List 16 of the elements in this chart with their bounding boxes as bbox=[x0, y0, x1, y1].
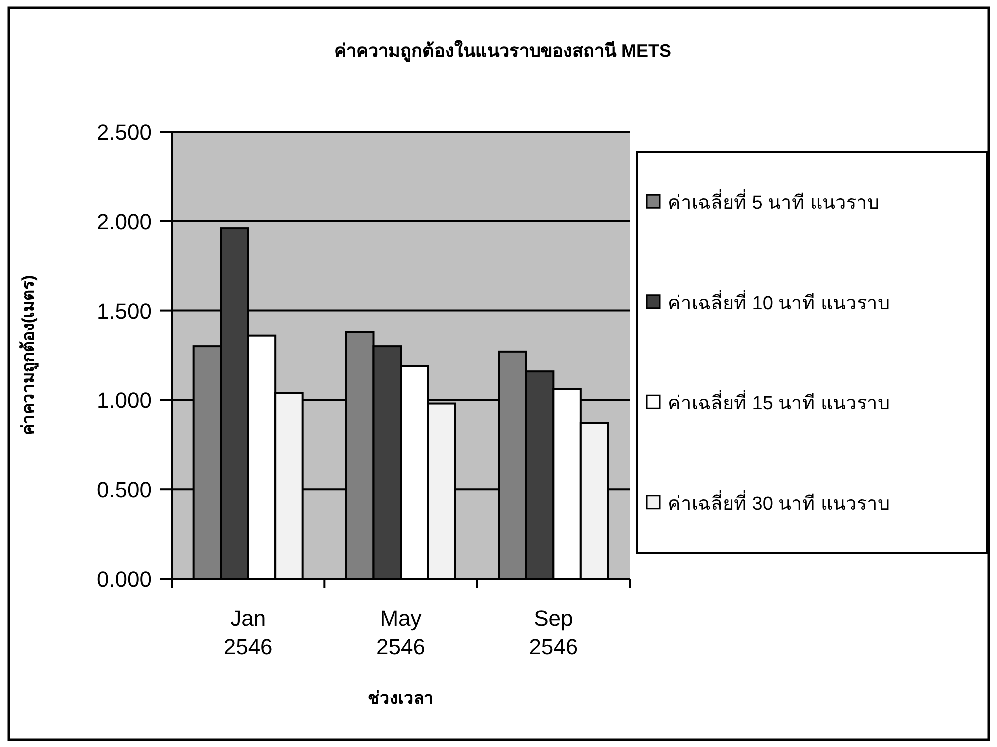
y-tick-label: 0.000 bbox=[96, 567, 152, 592]
y-tick-label: 1.500 bbox=[96, 298, 152, 324]
y-tick-label: 2.000 bbox=[96, 209, 152, 234]
y-tick-label: 2.500 bbox=[96, 120, 152, 145]
legend-label: ค่าเฉลี่ยที่ 5 นาที แนวราบ bbox=[668, 189, 880, 214]
y-axis-title: ค่าความถูกต้อง(เมตร) bbox=[19, 275, 40, 436]
x-tick-label: Sep 2546 bbox=[529, 606, 578, 660]
chart-title: ค่าความถูกต้องในแนวราบของสถานี METS bbox=[334, 40, 672, 63]
y-tick-label: 1.000 bbox=[96, 388, 152, 414]
x-tick-label: Jan 2546 bbox=[224, 606, 273, 660]
legend-label: ค่าเฉลี่ยที่ 10 นาที แนวราบ bbox=[668, 289, 890, 314]
legend-label: ค่าเฉลี่ยที่ 15 นาที แนวราบ bbox=[668, 390, 890, 415]
y-tick-label: 0.500 bbox=[96, 478, 152, 503]
x-axis-title: ช่วงเวลา bbox=[368, 689, 434, 708]
x-tick-label: May 2546 bbox=[376, 606, 426, 660]
legend-label: ค่าเฉลี่ยที่ 30 นาที แนวราบ bbox=[668, 490, 890, 515]
